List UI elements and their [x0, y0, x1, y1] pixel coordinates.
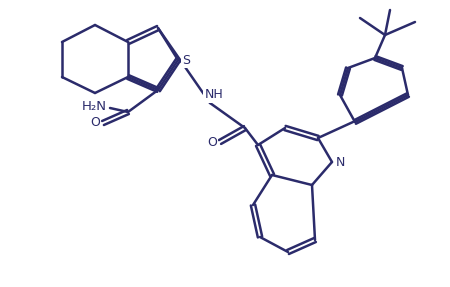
Text: S: S — [182, 53, 190, 67]
Text: O: O — [90, 117, 100, 129]
Text: N: N — [335, 156, 345, 168]
Text: H₂N: H₂N — [81, 100, 107, 113]
Text: O: O — [207, 135, 217, 148]
Text: NH: NH — [205, 88, 223, 102]
